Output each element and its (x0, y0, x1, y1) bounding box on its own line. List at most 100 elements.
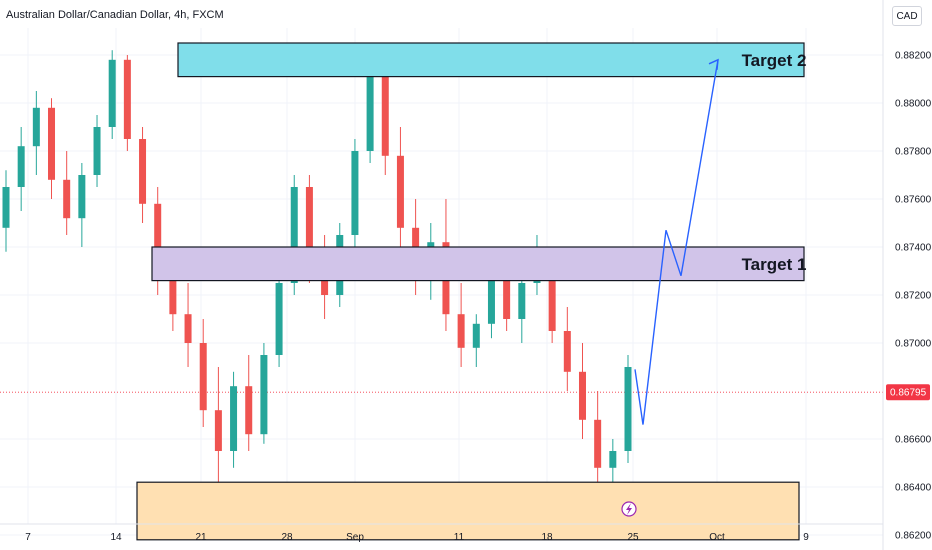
candle (578, 343, 586, 439)
candle-body (184, 314, 192, 343)
candle (381, 67, 389, 175)
projection-path (634, 58, 719, 425)
candle-body (108, 59, 116, 127)
candlesticks (2, 50, 632, 507)
candle-body (93, 127, 101, 175)
price-tick-label: 0.88000 (895, 99, 932, 110)
candle-body (351, 151, 359, 235)
candle-body (503, 271, 511, 319)
zone-rect (177, 42, 805, 78)
price-tick-label: 0.86600 (895, 435, 932, 446)
candle (563, 307, 571, 391)
candle (230, 371, 238, 468)
lightning-icon (626, 503, 632, 515)
time-tick-label: 11 (454, 532, 465, 543)
zone-rect (151, 246, 805, 282)
candle-body (199, 343, 207, 411)
event-marker[interactable] (621, 501, 637, 517)
candle (260, 343, 268, 444)
currency-button[interactable]: CAD (892, 6, 922, 26)
candle-body (214, 410, 222, 451)
time-tick-label: Oct (709, 532, 725, 543)
price-tag-label: 0.86795 (890, 388, 927, 399)
candle-body (305, 187, 313, 267)
target-1-zone[interactable]: Target 1 (151, 246, 807, 282)
candle (123, 55, 131, 151)
current-price-tag: 0.86795 (886, 384, 930, 401)
candle-body (518, 283, 526, 319)
candle-body (123, 59, 131, 139)
candle (108, 50, 116, 139)
zone-label: Target 2 (742, 51, 807, 70)
price-axis[interactable]: 0.88200 0.88000 0.87800 0.87600 0.87400 0.872… (895, 51, 932, 542)
candle (624, 355, 632, 463)
time-tick-label: 28 (281, 532, 293, 543)
price-tick-label: 0.87200 (895, 291, 932, 302)
candle (594, 391, 602, 487)
candle (245, 355, 253, 451)
grid-lines (0, 28, 883, 536)
time-tick-label: 9 (803, 532, 809, 543)
candle (63, 151, 71, 235)
candle-body (472, 323, 480, 348)
candle-body (594, 419, 602, 468)
price-tick-label: 0.87600 (895, 195, 932, 206)
chart-title: Australian Dollar/Canadian Dollar, 4h, F… (6, 9, 224, 21)
candle (199, 319, 207, 427)
candle-body (457, 314, 465, 348)
candle (78, 163, 86, 247)
candle-body (290, 187, 298, 283)
time-tick-label: 21 (195, 532, 207, 543)
candle-body (487, 271, 495, 324)
candle-body (275, 283, 283, 355)
candle (17, 127, 25, 211)
price-tick-label: 0.87400 (895, 243, 932, 254)
time-axis[interactable]: 7 14 21 28 Sep 11 18 25 Oct 9 (25, 532, 809, 543)
candle-body (154, 203, 162, 276)
candle (472, 314, 480, 367)
candle (396, 127, 404, 247)
candle-body (396, 155, 404, 228)
price-tick-label: 0.87000 (895, 339, 932, 350)
candle-body (139, 139, 147, 204)
price-tick-label: 0.86200 (895, 531, 932, 542)
candle-body (48, 107, 56, 180)
candle (214, 367, 222, 487)
time-tick-label: 18 (541, 532, 553, 543)
zones: Target 2 Target 1 (136, 42, 807, 541)
candle (518, 271, 526, 343)
candle-body (548, 259, 556, 331)
zone-rect (136, 481, 800, 541)
projection-line (634, 59, 719, 425)
candle-body (245, 386, 253, 435)
candle (351, 139, 359, 247)
candle (457, 283, 465, 367)
candle-body (2, 187, 10, 228)
price-tick-label: 0.86400 (895, 483, 932, 494)
candle-body (563, 331, 571, 372)
candle-body (78, 175, 86, 219)
candle-body (609, 451, 617, 468)
candle-body (63, 179, 71, 219)
target-2-zone[interactable]: Target 2 (177, 42, 807, 78)
zone-label: Target 1 (742, 255, 807, 274)
candle (275, 271, 283, 367)
candle-body (366, 74, 374, 151)
candle-body (578, 371, 586, 420)
candle (139, 127, 147, 223)
candle (48, 98, 56, 199)
candle-body (230, 386, 238, 451)
candle-body (169, 275, 177, 315)
time-tick-label: 7 (25, 532, 31, 543)
candle (184, 283, 192, 367)
support-zone[interactable] (136, 481, 800, 541)
price-tick-label: 0.87800 (895, 147, 932, 158)
candle (2, 170, 10, 252)
time-tick-label: Sep (346, 532, 364, 543)
price-tag-box (886, 384, 930, 401)
candle-body (32, 107, 40, 147)
projection-arrowhead (708, 58, 719, 70)
candle-body (17, 146, 25, 187)
candle (32, 91, 40, 175)
